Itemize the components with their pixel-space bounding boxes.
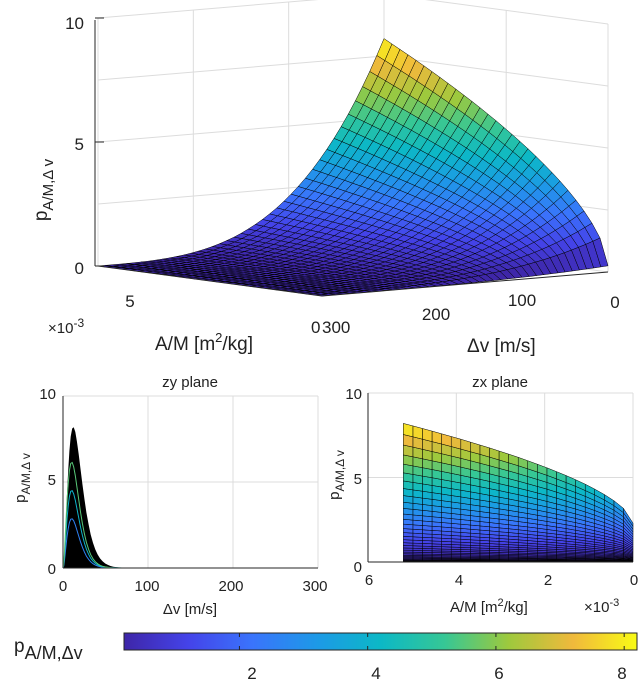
zx-x-label: A/M [m2/kg]: [450, 597, 528, 616]
zy-surface-mesh: [63, 427, 318, 568]
zx-plane-plot: zx plane 10 5 0 6 4 2 0 pA/M,Δ v A/M [m2…: [326, 374, 638, 616]
3d-z-label-main: p: [31, 211, 52, 222]
3d-z-tick-5: 5: [75, 135, 84, 154]
3d-am-exponent-base: ×10: [48, 320, 73, 337]
zx-x-tick-0: 0: [630, 572, 638, 589]
3d-am-tick-0: 0: [311, 318, 320, 337]
zy-y-tick-0: 0: [48, 561, 56, 578]
zx-surface-patch: [413, 426, 423, 439]
zy-x-label: Δv [m/s]: [163, 601, 217, 618]
3d-z-tick-10: 10: [65, 14, 84, 33]
zy-surface-line: [63, 463, 318, 569]
colorbar-tick-2: 2: [247, 664, 256, 683]
3d-grid-line: [98, 0, 384, 18]
zx-surface-patch: [442, 434, 452, 447]
zx-x-label-main: A/M [m: [450, 599, 498, 616]
zx-surface-mesh: [403, 423, 633, 562]
zx-x-tick-2: 2: [544, 572, 552, 589]
colorbar-gradient: [124, 633, 637, 650]
colorbar-tick-8: 8: [617, 664, 626, 683]
zy-surface-fill: [63, 427, 318, 568]
3d-grid-line: [384, 0, 608, 24]
zy-y-label-main: p: [12, 495, 29, 503]
zx-y-tick-10: 10: [345, 386, 362, 403]
zy-x-tick-0: 0: [59, 578, 67, 595]
zx-y-tick-5: 5: [354, 471, 362, 488]
3d-grid-line: [98, 56, 384, 80]
colorbar-label-main: p: [14, 636, 25, 657]
3d-am-label-sup: 2: [215, 330, 222, 345]
zx-exponent-base: ×10: [584, 599, 609, 616]
zx-surface-patch: [423, 429, 433, 442]
zx-surface-patch: [403, 423, 413, 436]
colorbar-label-sub: A/M,Δv: [25, 643, 83, 663]
zy-x-tick-300: 300: [302, 578, 327, 595]
zy-x-tick-100: 100: [134, 578, 159, 595]
3d-dv-tick-200: 200: [422, 305, 450, 324]
zy-y-label-sub: A/M,Δ v: [19, 453, 33, 494]
3d-am-exponent: ×10-3: [48, 316, 84, 337]
zx-x-tick-4: 4: [455, 572, 463, 589]
zy-x-tick-200: 200: [218, 578, 243, 595]
zy-surface-line: [63, 491, 318, 568]
3d-dv-tick-300: 300: [322, 318, 350, 337]
zx-y-label: pA/M,Δ v: [326, 450, 347, 500]
3d-z-label: pA/M,Δ v: [31, 158, 57, 221]
colorbar-tick-6: 6: [494, 664, 503, 683]
3d-dv-tick-100: 100: [508, 291, 536, 310]
zy-y-tick-10: 10: [39, 386, 56, 403]
surface-3d-plot: 10 5 0 pA/M,Δ v 5 0 300 200 100 0 ×10-3 …: [31, 0, 620, 357]
zy-title: zy plane: [162, 374, 218, 391]
3d-dv-label: Δv [m/s]: [467, 336, 536, 357]
zx-surface-patch: [432, 431, 442, 444]
zx-title: zx plane: [472, 374, 528, 391]
3d-am-exponent-power: -3: [73, 316, 84, 330]
zy-y-tick-5: 5: [48, 472, 56, 489]
colorbar-tick-4: 4: [371, 664, 380, 683]
zy-grid-lines: [63, 396, 318, 568]
3d-am-label-end: /kg]: [222, 334, 253, 355]
zy-plane-plot: zy plane 10 5 0 0 100 200 300 pA/M,Δ v Δ…: [12, 374, 328, 618]
colorbar: pA/M,Δv 2 4 6 8: [14, 633, 637, 683]
zx-exponent-power: -3: [609, 597, 619, 609]
zy-y-label: pA/M,Δ v: [12, 453, 33, 503]
zx-exponent: ×10-3: [584, 597, 619, 616]
zx-x-label-end: /kg]: [504, 599, 528, 616]
3d-z-tick-0: 0: [75, 259, 84, 278]
3d-am-tick-5: 5: [125, 292, 134, 311]
3d-surface-mesh: [98, 39, 608, 296]
3d-am-label: A/M [m2/kg]: [155, 330, 253, 355]
3d-z-label-sub: A/M,Δ v: [40, 158, 57, 210]
zx-y-tick-0: 0: [354, 559, 362, 576]
zx-x-tick-6: 6: [365, 572, 373, 589]
zx-y-label-main: p: [326, 492, 343, 500]
colorbar-label: pA/M,Δv: [14, 636, 83, 663]
3d-am-label-main: A/M [m: [155, 334, 215, 355]
zx-y-label-sub: A/M,Δ v: [333, 450, 347, 491]
3d-dv-tick-0: 0: [610, 293, 619, 312]
